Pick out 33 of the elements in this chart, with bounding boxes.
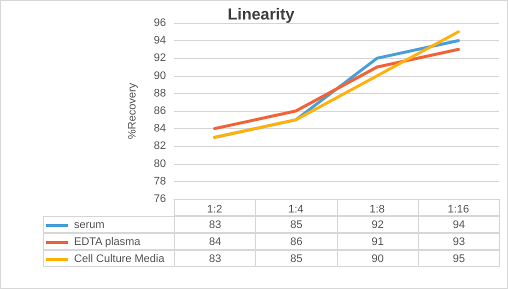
legend-label: Cell Culture Media (43, 250, 175, 267)
y-tick-label: 90 (154, 70, 166, 82)
x-tick-label: 1:8 (369, 204, 385, 216)
data-label: 86 (255, 233, 338, 250)
data-label: 90 (336, 250, 419, 267)
y-axis-title: %Recovery (126, 82, 138, 140)
y-tick-label: 76 (154, 193, 166, 205)
data-label: 95 (418, 250, 500, 267)
x-tick-label: 1:2 (206, 204, 222, 216)
data-label: 93 (418, 233, 500, 250)
y-tick-label: 84 (154, 122, 166, 135)
y-tick-label: 86 (154, 105, 166, 117)
y-tick-label: 82 (154, 140, 166, 152)
y-tick-label: 94 (154, 34, 166, 47)
data-label: 92 (336, 216, 419, 233)
data-label: 94 (418, 216, 500, 233)
data-label: 85 (255, 216, 338, 233)
data-label: 85 (255, 250, 338, 267)
y-tick-label: 92 (154, 52, 166, 64)
y-tick-label: 96 (154, 17, 166, 29)
y-tick-label: 80 (154, 158, 166, 170)
y-tick-label: 88 (154, 87, 166, 100)
y-tick-label: 78 (154, 175, 166, 188)
data-label: 83 (174, 216, 256, 233)
x-tick-label: 1:4 (288, 204, 304, 216)
chart-title: Linearity (228, 6, 294, 24)
x-tick-label: 1:16 (448, 204, 470, 216)
legend-label: EDTA plasma (43, 233, 175, 250)
data-label: 84 (174, 233, 256, 250)
line-series (213, 48, 460, 130)
legend-label: serum (43, 216, 175, 233)
data-label: 91 (336, 233, 419, 250)
data-label: 83 (174, 250, 256, 267)
